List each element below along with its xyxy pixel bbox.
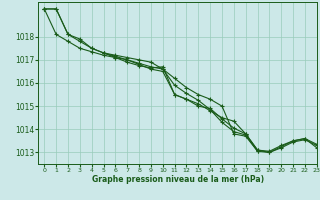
X-axis label: Graphe pression niveau de la mer (hPa): Graphe pression niveau de la mer (hPa) — [92, 175, 264, 184]
